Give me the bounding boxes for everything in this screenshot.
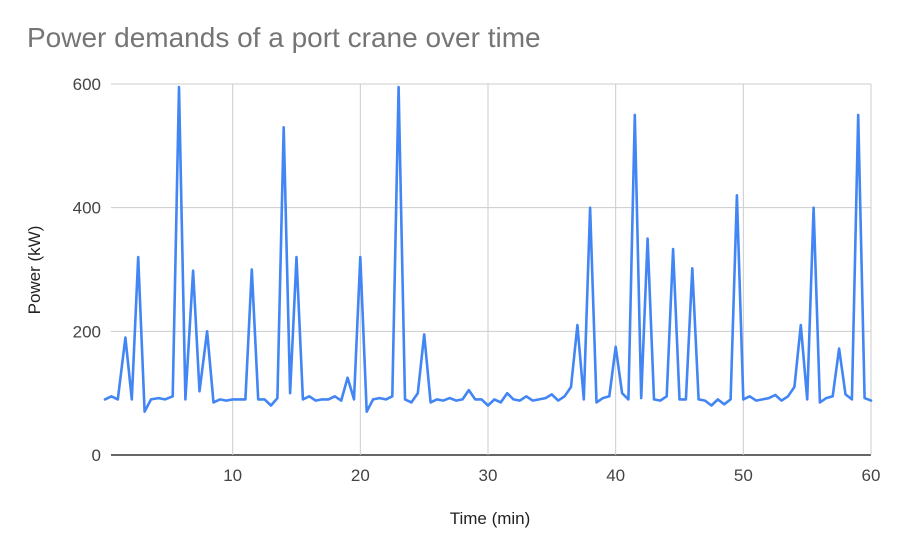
x-tick-label: 50 — [734, 466, 753, 485]
x-tick-label: 30 — [479, 466, 498, 485]
chart-title: Power demands of a port crane over time — [27, 22, 541, 53]
y-axis-label: Power (kW) — [25, 225, 44, 315]
y-tick-label: 0 — [92, 446, 101, 465]
y-tick-label: 200 — [73, 322, 101, 341]
x-axis-label: Time (min) — [449, 509, 531, 528]
y-tick-label: 400 — [73, 199, 101, 218]
x-tick-label: 60 — [862, 466, 881, 485]
x-tick-label: 40 — [606, 466, 625, 485]
series-group — [103, 85, 873, 414]
x-axis-ticks: 10 20 30 40 50 60 — [223, 466, 880, 485]
x-tick-label: 10 — [223, 466, 242, 485]
series-line — [103, 85, 873, 414]
y-tick-label: 600 — [73, 75, 101, 94]
x-tick-label: 20 — [351, 466, 370, 485]
y-axis-ticks: 0 200 400 600 — [73, 75, 101, 465]
grid-lines — [111, 83, 872, 456]
